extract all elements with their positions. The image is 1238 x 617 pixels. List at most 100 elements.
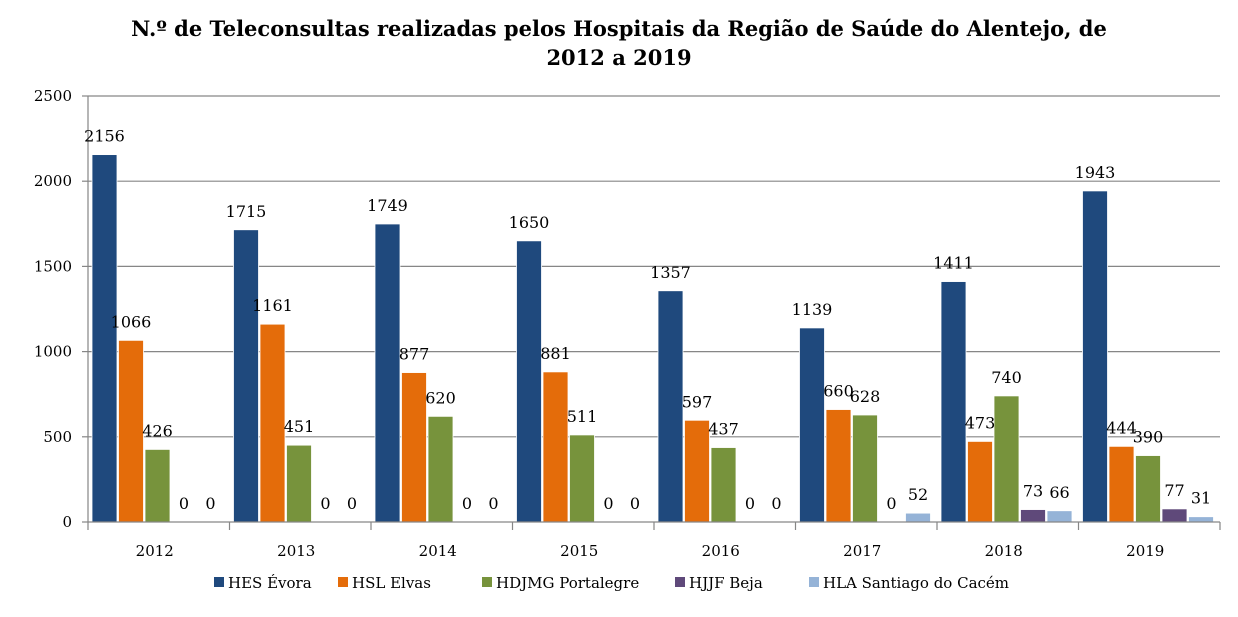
data-label-2013-series-1: 1161 — [252, 296, 293, 315]
data-label-2017-series-0: 1139 — [792, 300, 833, 319]
y-tick-label: 1000 — [34, 343, 72, 361]
legend-swatch-2 — [482, 577, 492, 587]
legend-label-3: HJJF Beja — [689, 574, 763, 592]
bar-2016-series-0 — [657, 290, 684, 523]
data-label-2016-series-1: 597 — [682, 392, 713, 411]
data-label-2016-series-2: 437 — [708, 420, 739, 439]
legend-swatch-4 — [809, 577, 819, 587]
bar-2014-series-1 — [401, 372, 427, 523]
chart-title: N.º de Teleconsultas realizadas pelos Ho… — [0, 14, 1238, 72]
data-label-2012-series-2: 426 — [142, 421, 173, 440]
legend-swatch-1 — [338, 577, 348, 587]
data-label-2018-series-3: 73 — [1023, 482, 1043, 501]
bar-2015-series-1 — [542, 371, 569, 523]
data-label-2012-series-0: 2156 — [84, 127, 125, 146]
bar-2017-series-0 — [799, 327, 825, 523]
bar-2014-series-2 — [427, 415, 454, 523]
data-label-2017-series-3: 0 — [886, 494, 896, 513]
bar-2019-series-0 — [1082, 190, 1108, 523]
bar-2019-series-1 — [1108, 445, 1135, 523]
bar-2018-series-3 — [1020, 509, 1046, 523]
data-label-2016-series-4: 0 — [771, 494, 781, 513]
bar-2017-series-2 — [852, 414, 878, 523]
bar-2019-series-4 — [1188, 516, 1214, 523]
data-label-2014-series-3: 0 — [462, 494, 472, 513]
bar-2018-series-4 — [1046, 510, 1073, 523]
x-tick-label-2015: 2015 — [560, 542, 598, 560]
x-tick-label-2013: 2013 — [277, 542, 315, 560]
y-tick-label: 1500 — [34, 257, 72, 275]
bar-2019-series-3 — [1161, 508, 1188, 523]
data-labels: 2156 1715 1749 1650 1357 1139 1411 1943 1066 1161… — [84, 127, 1211, 513]
data-label-2017-series-2: 628 — [850, 387, 881, 406]
legend-swatch-0 — [214, 577, 224, 587]
data-label-2018-series-1: 473 — [965, 413, 996, 432]
chart-title-line-2: 2012 a 2019 — [546, 45, 692, 70]
bar-2018-series-2 — [993, 395, 1020, 523]
y-tick-label: 2000 — [34, 172, 72, 190]
y-tick-label: 500 — [43, 428, 72, 446]
data-label-2014-series-4: 0 — [488, 494, 498, 513]
bar-2016-series-1 — [684, 419, 710, 523]
axes: 0 500 1000 1500 2000 2500 2012 2013 2014 2015 2016… — [34, 87, 1221, 560]
data-label-2018-series-2: 740 — [991, 368, 1022, 387]
bar-2014-series-0 — [374, 223, 401, 523]
bar-2016-series-2 — [710, 447, 737, 523]
x-tick-label-2014: 2014 — [419, 542, 457, 560]
legend-swatch-3 — [675, 577, 685, 587]
chart-title-line-1: N.º de Teleconsultas realizadas pelos Ho… — [131, 16, 1107, 41]
data-label-2017-series-1: 660 — [823, 382, 854, 401]
bar-2018-series-0 — [940, 281, 967, 523]
legend-label-0: HES Évora — [228, 574, 312, 592]
data-label-2019-series-0: 1943 — [1075, 163, 1116, 182]
data-label-2019-series-3: 77 — [1164, 481, 1184, 500]
data-label-2019-series-2: 390 — [1133, 428, 1164, 447]
legend: HES Évora HSL Elvas HDJMG Portalegre HJJF B… — [214, 574, 1009, 592]
data-label-2019-series-4: 31 — [1191, 489, 1211, 508]
x-tick-label-2019: 2019 — [1126, 542, 1164, 560]
bar-2012-series-1 — [118, 339, 144, 523]
x-tick-label-2016: 2016 — [702, 542, 740, 560]
data-label-2015-series-0: 1650 — [509, 213, 550, 232]
data-label-2014-series-2: 620 — [425, 388, 456, 407]
data-label-2019-series-1: 444 — [1106, 418, 1137, 437]
data-label-2015-series-4: 0 — [630, 494, 640, 513]
data-label-2013-series-4: 0 — [347, 494, 357, 513]
x-tick-label-2018: 2018 — [985, 542, 1023, 560]
bar-2013-series-0 — [233, 229, 259, 523]
data-label-2017-series-4: 52 — [908, 485, 928, 504]
bar-2017-series-4 — [905, 512, 931, 523]
bar-2018-series-1 — [967, 441, 993, 523]
data-label-2014-series-0: 1749 — [367, 196, 408, 215]
bar-2012-series-0 — [91, 154, 118, 523]
y-tick-label: 0 — [62, 513, 72, 531]
data-label-2015-series-3: 0 — [603, 494, 613, 513]
data-label-2015-series-2: 511 — [567, 407, 598, 426]
data-label-2014-series-1: 877 — [399, 345, 430, 364]
data-label-2012-series-3: 0 — [179, 494, 189, 513]
legend-label-1: HSL Elvas — [352, 574, 431, 592]
data-label-2013-series-2: 451 — [284, 417, 315, 436]
data-label-2018-series-0: 1411 — [933, 254, 974, 273]
bars — [91, 154, 1214, 523]
bar-2017-series-1 — [825, 409, 852, 523]
bar-2013-series-2 — [286, 444, 312, 523]
data-label-2018-series-4: 66 — [1049, 483, 1069, 502]
x-tick-label-2012: 2012 — [136, 542, 174, 560]
x-tick-label-2017: 2017 — [843, 542, 881, 560]
y-tick-label: 2500 — [34, 87, 72, 105]
data-label-2016-series-3: 0 — [745, 494, 755, 513]
data-label-2013-series-0: 1715 — [226, 202, 267, 221]
data-label-2016-series-0: 1357 — [650, 263, 691, 282]
bar-2013-series-1 — [259, 323, 286, 523]
data-label-2012-series-1: 1066 — [111, 312, 152, 331]
data-label-2013-series-3: 0 — [320, 494, 330, 513]
legend-label-2: HDJMG Portalegre — [496, 574, 639, 592]
bar-2019-series-2 — [1135, 455, 1161, 523]
bar-2015-series-2 — [569, 434, 595, 523]
bar-2012-series-2 — [144, 449, 171, 523]
bar-2015-series-0 — [516, 240, 542, 523]
legend-label-4: HLA Santiago do Cacém — [823, 574, 1009, 592]
data-label-2015-series-1: 881 — [540, 344, 571, 363]
